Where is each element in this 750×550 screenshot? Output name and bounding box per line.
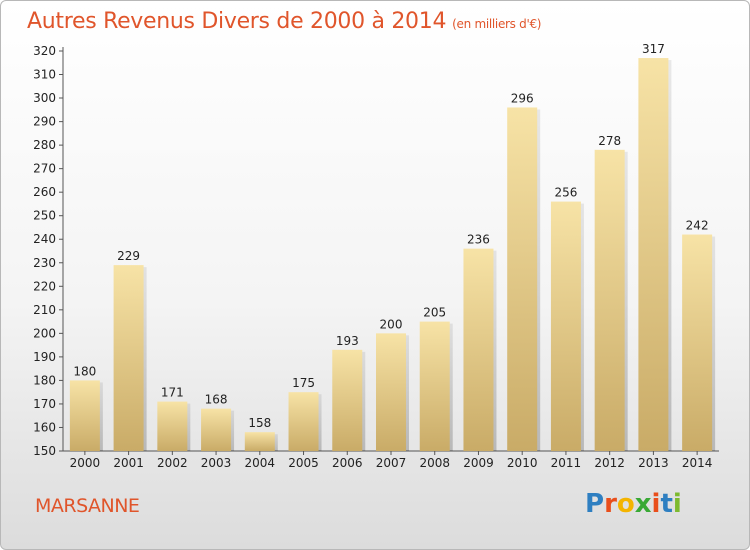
logo-letter: x [634, 489, 652, 519]
x-tick-label: 2006 [332, 456, 363, 470]
y-tick-label: 290 [33, 115, 56, 129]
x-tick-label: 2000 [70, 456, 101, 470]
data-label-2009: 236 [467, 233, 490, 247]
bar-2004 [244, 432, 275, 451]
y-tick-label: 150 [33, 444, 56, 458]
data-label-2000: 180 [73, 364, 96, 378]
data-label-2012: 278 [598, 134, 621, 148]
bar-2001 [113, 265, 144, 451]
y-tick-label: 180 [33, 373, 56, 387]
x-tick-label: 2003 [201, 456, 232, 470]
bar-2005 [288, 392, 319, 451]
y-tick-label: 300 [33, 91, 56, 105]
logo-letter: t [660, 489, 673, 519]
data-label-2006: 193 [336, 334, 359, 348]
y-tick-label: 320 [33, 44, 56, 58]
x-tick-label: 2010 [507, 456, 538, 470]
bar-2007 [376, 333, 406, 451]
data-label-2001: 229 [117, 249, 140, 263]
y-tick-label: 260 [33, 185, 56, 199]
x-tick-label: 2002 [157, 456, 188, 470]
data-label-2010: 296 [511, 91, 534, 105]
bar-2000 [69, 380, 100, 451]
y-tick-label: 160 [33, 420, 56, 434]
bar-2008 [419, 321, 450, 451]
data-label-2005: 175 [292, 376, 315, 390]
x-tick-label: 2013 [638, 456, 669, 470]
logo-letter: i [651, 489, 661, 519]
bar-2012 [594, 149, 625, 451]
bar-2013 [638, 58, 669, 451]
y-tick-label: 310 [33, 68, 56, 82]
x-tick-label: 2007 [376, 456, 407, 470]
chart-title: Autres Revenus Divers de 2000 à 2014 (en … [27, 9, 541, 34]
x-tick-label: 2008 [419, 456, 450, 470]
x-tick-label: 2014 [682, 456, 713, 470]
logo-letter: r [604, 489, 617, 519]
logo-letter: P [585, 489, 605, 519]
bars [69, 58, 716, 452]
proxiti-logo: Proxiti [585, 489, 682, 519]
data-label-2008: 205 [423, 306, 446, 320]
y-tick-label: 170 [33, 397, 56, 411]
x-tick-label: 2009 [463, 456, 494, 470]
x-tick-label: 2004 [245, 456, 276, 470]
y-tick-label: 230 [33, 256, 56, 270]
x-tick-label: 2012 [594, 456, 625, 470]
bar-2014 [682, 234, 713, 451]
data-label-2013: 317 [642, 42, 665, 56]
y-tick-label: 270 [33, 162, 56, 176]
bar-2009 [463, 248, 494, 451]
y-tick-label: 200 [33, 326, 56, 340]
chart-subtitle: (en milliers d'€) [452, 17, 542, 31]
bar-2003 [201, 408, 232, 451]
bar-2002 [157, 401, 188, 451]
logo-letter: i [672, 489, 682, 519]
data-label-2007: 200 [380, 317, 403, 331]
y-tick-label: 210 [33, 303, 56, 317]
chart-title-text: Autres Revenus Divers de 2000 à 2014 [27, 9, 447, 34]
x-tick-label: 2005 [288, 456, 319, 470]
bar-2010 [507, 107, 538, 452]
data-label-2004: 158 [248, 416, 271, 430]
data-label-2003: 168 [205, 393, 228, 407]
x-tick-label: 2001 [113, 456, 144, 470]
y-tick-label: 280 [33, 138, 56, 152]
data-label-2002: 171 [161, 386, 184, 400]
y-tick-label: 250 [33, 209, 56, 223]
town-name: MARSANNE [35, 495, 140, 517]
data-label-2011: 256 [554, 186, 577, 200]
x-tick-label: 2011 [551, 456, 582, 470]
y-tick-label: 190 [33, 350, 56, 364]
bar-2011 [550, 201, 581, 451]
y-tick-label: 240 [33, 232, 56, 246]
bar-2006 [332, 349, 363, 451]
logo-letter: o [616, 489, 635, 519]
data-labels: 180 229 171 168 158 175 193 200 205 236 296 256 278 3… [73, 42, 708, 430]
data-label-2014: 242 [686, 219, 709, 233]
y-tick-label: 220 [33, 279, 56, 293]
axes: 150 160 170 180 190 200 210 220 230 240 250 260 270 2… [33, 44, 719, 470]
